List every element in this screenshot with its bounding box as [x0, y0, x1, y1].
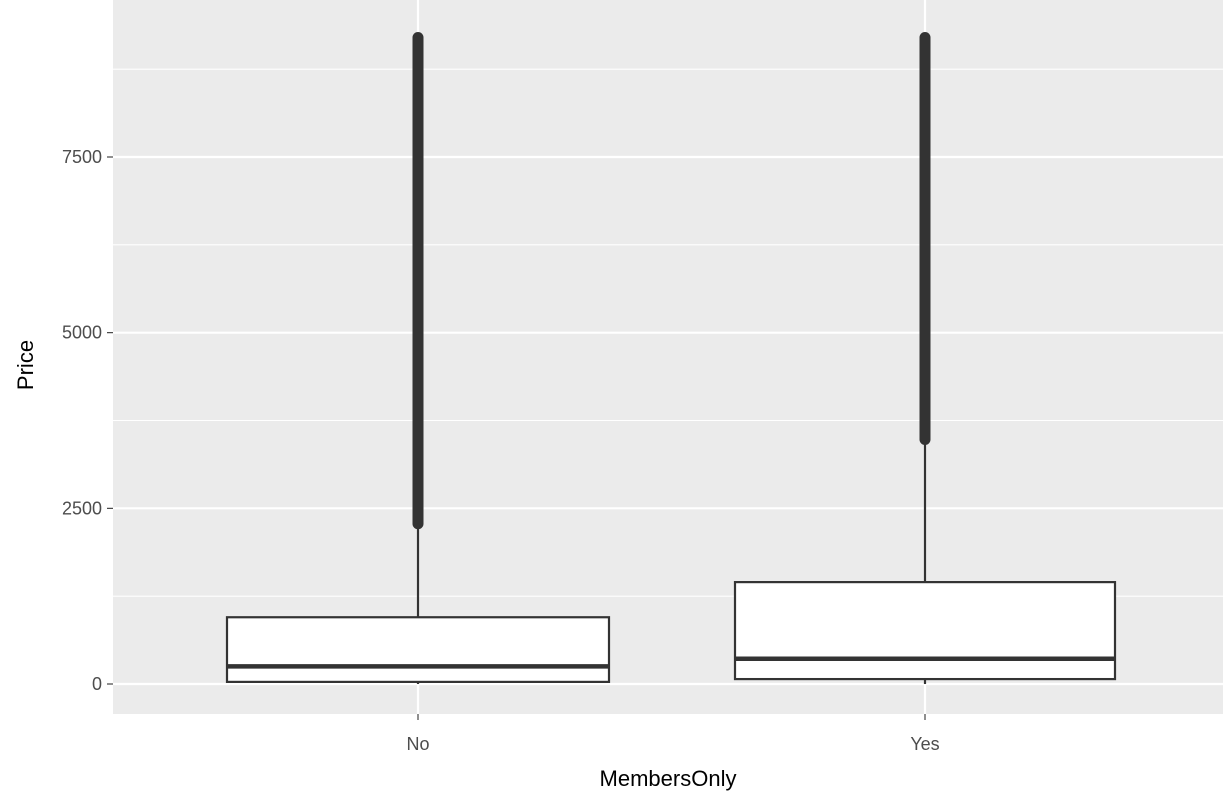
x-tick-label: Yes: [910, 734, 939, 754]
box-series: [225, 32, 1117, 684]
x-tick-label: No: [406, 734, 429, 754]
x-axis: No Yes: [406, 714, 940, 754]
y-tick-label: 5000: [62, 323, 102, 343]
box-iqr: [733, 581, 1117, 681]
y-tick-label: 2500: [62, 498, 102, 518]
box-yes: [733, 32, 1117, 684]
y-tick-label: 0: [92, 674, 102, 694]
y-axis-title: Price: [13, 340, 38, 390]
x-axis-title: MembersOnly: [600, 766, 737, 791]
box-no: [225, 32, 611, 684]
box-iqr: [225, 616, 611, 683]
y-tick-label: 7500: [62, 147, 102, 167]
y-axis: 0 2500 5000 7500: [62, 147, 113, 694]
